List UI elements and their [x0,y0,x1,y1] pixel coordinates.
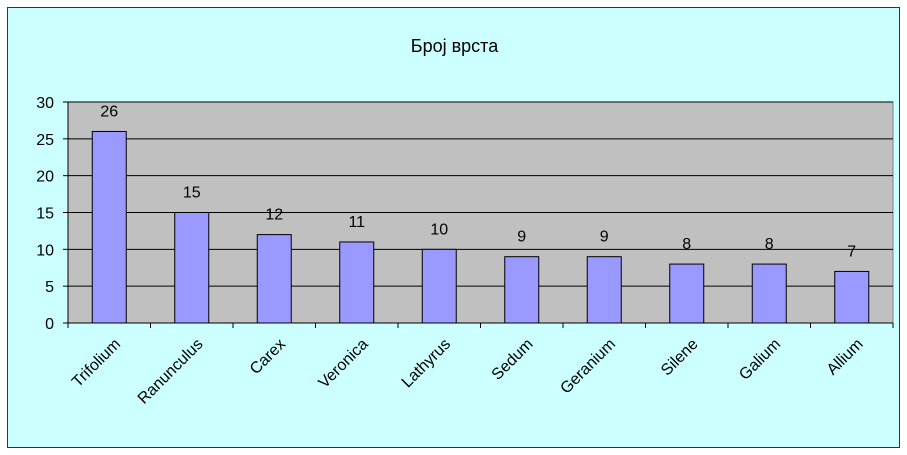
bar-trifolium [91,130,127,324]
data-label: 8 [765,236,774,253]
chart-title: Број врста [410,36,499,56]
data-label: 15 [183,185,201,202]
bar-ranunculus [174,212,210,324]
y-tick-label: 15 [36,206,54,223]
data-label: 10 [430,221,448,238]
x-tick-label: Galium [736,336,784,384]
data-label: 9 [600,229,609,246]
y-tick-label: 30 [36,95,54,112]
bar-carex [256,234,292,324]
x-tick-label: Ranunculus [135,336,207,408]
x-tick-label: Veronica [316,336,372,392]
bar-geranium [586,256,622,324]
bar-allium [834,270,870,324]
x-tick-label: Lathyrus [399,336,454,391]
data-label: 11 [348,214,365,231]
bar-silene [669,263,705,324]
x-tick-label: Carex [247,336,289,378]
x-tick-label: Geranium [557,336,619,398]
x-tick-label: Allium [824,336,867,379]
data-label: 26 [100,103,118,120]
data-label: 8 [682,236,691,253]
x-tick-label: Silene [658,336,702,380]
bar-galium [751,263,787,324]
data-label: 9 [517,229,526,246]
y-tick-label: 0 [45,316,54,333]
y-tick-label: 25 [36,132,54,149]
bar-sedum [504,256,540,324]
x-tick-label: Trifolium [69,336,124,391]
y-tick-label: 10 [36,242,54,259]
bar-veronica [339,241,375,324]
bar-lathyrus [421,248,457,324]
data-label: 12 [265,207,283,224]
y-tick-label: 20 [36,169,54,186]
data-label: 7 [847,243,856,260]
y-tick-label: 5 [45,279,54,296]
x-tick-label: Sedum [489,336,537,384]
